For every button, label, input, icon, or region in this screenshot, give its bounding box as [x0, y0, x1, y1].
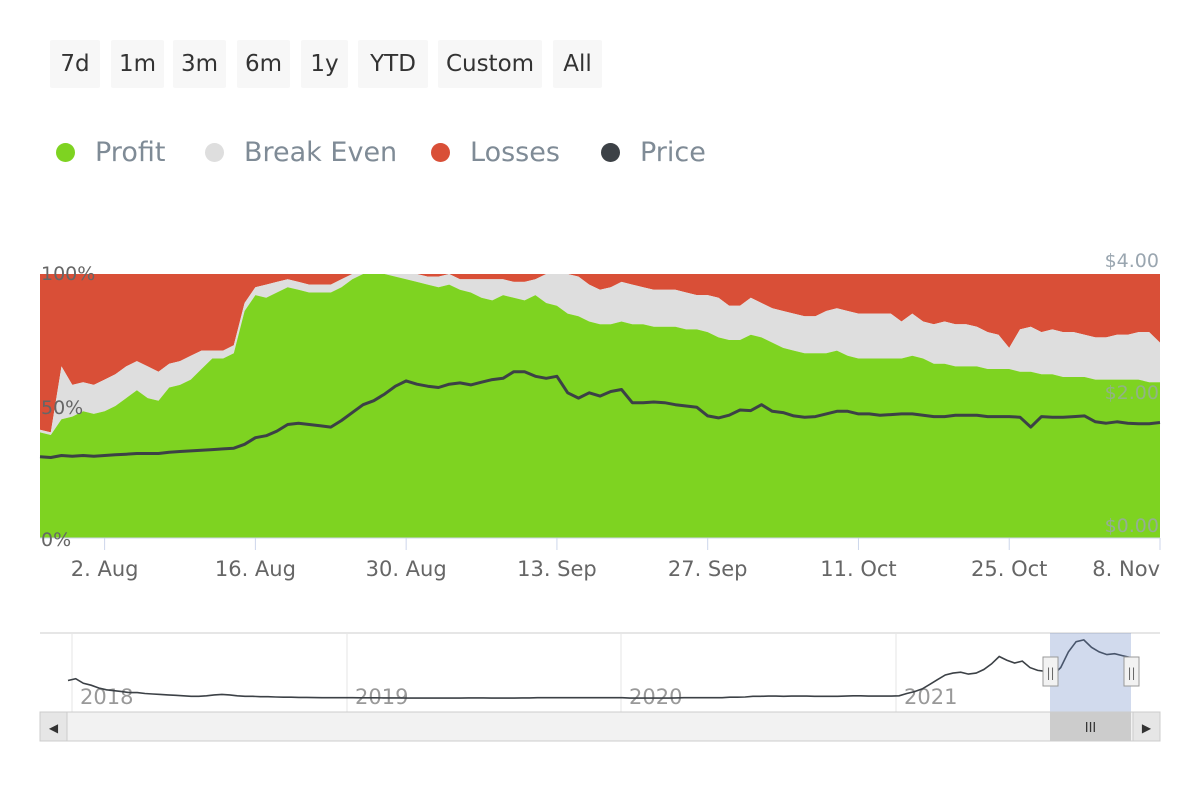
legend-marker-profit — [56, 142, 75, 162]
y-tick-label-right-4: $4.00 — [1105, 250, 1159, 272]
legend-item-losses[interactable]: Losses — [431, 132, 560, 172]
navigator-handle-right-grip: || — [1127, 666, 1135, 680]
scroll-left-button[interactable]: ◀ — [39, 711, 68, 742]
legend-label-losses: Losses — [470, 136, 560, 168]
x-tick-label: 2. Aug — [71, 557, 139, 581]
x-tick-label: 11. Oct — [820, 557, 896, 581]
navigator-handle-left[interactable]: || — [1042, 656, 1059, 687]
y-tick-label-right-0: $0.00 — [1105, 515, 1159, 537]
y-tick-label-left-0: 0% — [41, 529, 71, 551]
x-ticks: 2. Aug 16. Aug 30. Aug 13. Sep 27. Sep 11. Oc… — [71, 538, 1161, 581]
range-button-6m[interactable]: 6m — [237, 40, 290, 88]
scroll-right-button[interactable]: ▶ — [1132, 711, 1161, 742]
legend-marker-losses — [431, 142, 450, 162]
scrollbar-thumb-grip: III — [1085, 721, 1097, 736]
area-profit — [40, 274, 1160, 538]
navigator-handle-right[interactable]: || — [1123, 656, 1140, 687]
y-tick-label-left-100: 100% — [41, 263, 95, 285]
navigator: 2018 2019 2020 2021 || || ◀ III ▶ — [39, 632, 1161, 742]
main-chart: 100% 50% 0% $4.00 $2.00 $0.00 2. Aug 16. … — [39, 250, 1161, 581]
price-line — [39, 370, 1161, 459]
navigator-year-label-2019: 2019 — [355, 685, 408, 709]
x-tick-label: 13. Sep — [517, 557, 597, 581]
range-button-all[interactable]: All — [553, 40, 602, 88]
axes: 100% 50% 0% $4.00 $2.00 $0.00 2. Aug 16. … — [40, 250, 1161, 581]
legend-marker-break-even — [205, 142, 224, 162]
legend-label-price: Price — [640, 136, 706, 168]
legend-label-break-even: Break Even — [244, 136, 398, 168]
price-series — [39, 370, 1161, 459]
stacked-areas — [40, 274, 1160, 538]
range-button-1y[interactable]: 1y — [301, 40, 348, 88]
scroll-left-arrow-icon: ◀ — [49, 721, 59, 735]
x-tick-label: 25. Oct — [971, 557, 1047, 581]
range-button-7d[interactable]: 7d — [50, 40, 100, 88]
navigator-selected-range[interactable] — [1050, 633, 1131, 713]
x-tick-label: 16. Aug — [215, 557, 296, 581]
scrollbar-track[interactable] — [39, 711, 1161, 742]
legend-item-break-even[interactable]: Break Even — [205, 132, 397, 172]
navigator-price-line — [67, 639, 1131, 699]
navigator-handle-left-grip: || — [1046, 666, 1054, 680]
range-button-custom[interactable]: Custom — [438, 40, 542, 88]
y-tick-label-left-50: 50% — [41, 397, 83, 419]
range-button-ytd[interactable]: YTD — [358, 40, 428, 88]
x-tick-label: 30. Aug — [366, 557, 447, 581]
y-tick-label-right-2: $2.00 — [1105, 382, 1159, 404]
area-break-even — [40, 274, 1160, 435]
legend-item-price[interactable]: Price — [601, 132, 706, 172]
x-tick-label: 27. Sep — [668, 557, 748, 581]
scroll-right-arrow-icon: ▶ — [1142, 721, 1152, 735]
navigator-year-label-2020: 2020 — [629, 685, 682, 709]
navigator-year-label-2021: 2021 — [904, 685, 957, 709]
range-button-1m[interactable]: 1m — [111, 40, 164, 88]
x-tick-label: 8. Nov — [1092, 557, 1160, 581]
legend-label-profit: Profit — [95, 136, 166, 168]
legend-marker-price — [601, 142, 620, 162]
navigator-year-label-2018: 2018 — [80, 685, 133, 709]
navigator-background — [40, 633, 1160, 713]
legend-item-profit[interactable]: Profit — [56, 132, 165, 172]
range-button-3m[interactable]: 3m — [173, 40, 226, 88]
scrollbar-thumb[interactable]: III — [1050, 712, 1131, 741]
